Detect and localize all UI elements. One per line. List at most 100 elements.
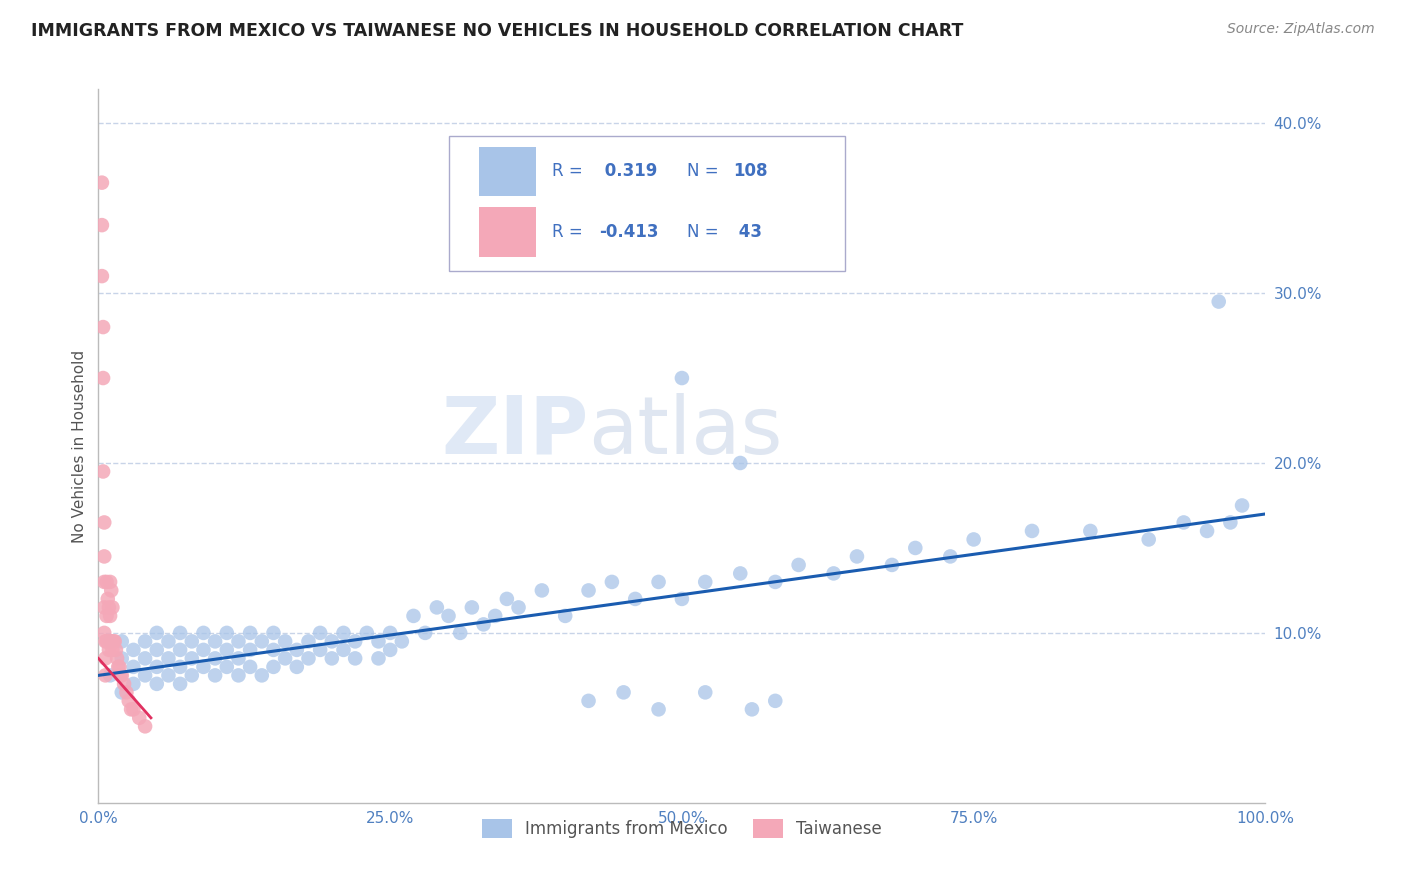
Point — [391, 634, 413, 648]
Point — [97, 643, 120, 657]
Point — [332, 643, 354, 657]
Point — [105, 651, 128, 665]
Point — [101, 643, 124, 657]
Point — [169, 643, 191, 657]
Point — [823, 566, 845, 581]
Point — [554, 608, 576, 623]
Point — [94, 634, 117, 648]
Point — [98, 608, 121, 623]
Point — [239, 660, 262, 674]
Point — [134, 668, 156, 682]
Point — [402, 608, 425, 623]
Legend: Immigrants from Mexico, Taiwanese: Immigrants from Mexico, Taiwanese — [475, 812, 889, 845]
Point — [763, 574, 786, 589]
Point — [239, 643, 262, 657]
Point — [215, 626, 238, 640]
Point — [344, 634, 367, 648]
FancyBboxPatch shape — [479, 207, 536, 257]
Y-axis label: No Vehicles in Household: No Vehicles in Household — [72, 350, 87, 542]
Point — [146, 626, 169, 640]
Point — [215, 643, 238, 657]
Point — [530, 583, 553, 598]
Point — [647, 574, 669, 589]
Point — [96, 634, 118, 648]
Point — [101, 600, 124, 615]
Point — [962, 533, 984, 547]
Point — [380, 643, 402, 657]
Point — [321, 651, 343, 665]
Point — [472, 617, 495, 632]
Text: R =: R = — [553, 223, 588, 241]
Point — [426, 600, 449, 615]
Point — [91, 465, 114, 479]
Point — [613, 685, 636, 699]
Point — [344, 651, 367, 665]
Point — [1080, 524, 1102, 538]
Point — [228, 668, 250, 682]
Text: 43: 43 — [734, 223, 762, 241]
Point — [110, 668, 132, 682]
Point — [356, 626, 378, 640]
Point — [97, 591, 120, 606]
Point — [787, 558, 810, 572]
Point — [122, 677, 145, 691]
Point — [496, 591, 519, 606]
Point — [367, 651, 389, 665]
Point — [120, 702, 142, 716]
Point — [730, 566, 752, 581]
Point — [107, 660, 129, 674]
Point — [309, 626, 332, 640]
Text: N =: N = — [686, 162, 724, 180]
Point — [578, 694, 600, 708]
Point — [108, 660, 131, 674]
Point — [262, 660, 284, 674]
Point — [96, 608, 118, 623]
Point — [193, 626, 215, 640]
Point — [1021, 524, 1043, 538]
Point — [1230, 499, 1253, 513]
Point — [93, 516, 115, 530]
Point — [93, 574, 115, 589]
Point — [90, 176, 112, 190]
Point — [122, 643, 145, 657]
Point — [122, 702, 145, 716]
Point — [1173, 516, 1195, 530]
Point — [204, 634, 226, 648]
Point — [297, 634, 319, 648]
Point — [413, 626, 436, 640]
Point — [437, 608, 460, 623]
Text: atlas: atlas — [589, 392, 783, 471]
Point — [169, 660, 191, 674]
Point — [461, 600, 484, 615]
Point — [846, 549, 869, 564]
Point — [134, 651, 156, 665]
Point — [671, 591, 693, 606]
Point — [98, 574, 121, 589]
Point — [741, 702, 763, 716]
Point — [508, 600, 530, 615]
Point — [111, 651, 134, 665]
Point — [1195, 524, 1218, 538]
Point — [100, 583, 122, 598]
Point — [122, 660, 145, 674]
Point — [939, 549, 962, 564]
Text: R =: R = — [553, 162, 588, 180]
Point — [484, 608, 506, 623]
Text: Source: ZipAtlas.com: Source: ZipAtlas.com — [1227, 22, 1375, 37]
Point — [93, 626, 115, 640]
Point — [880, 558, 903, 572]
Point — [94, 651, 117, 665]
Point — [93, 600, 115, 615]
Point — [600, 574, 623, 589]
Point — [274, 634, 297, 648]
Point — [90, 218, 112, 232]
Point — [103, 634, 125, 648]
Point — [100, 634, 122, 648]
Point — [285, 660, 308, 674]
Point — [112, 677, 135, 691]
Point — [180, 668, 202, 682]
Point — [204, 668, 226, 682]
Point — [193, 643, 215, 657]
Point — [763, 694, 786, 708]
Point — [262, 643, 284, 657]
